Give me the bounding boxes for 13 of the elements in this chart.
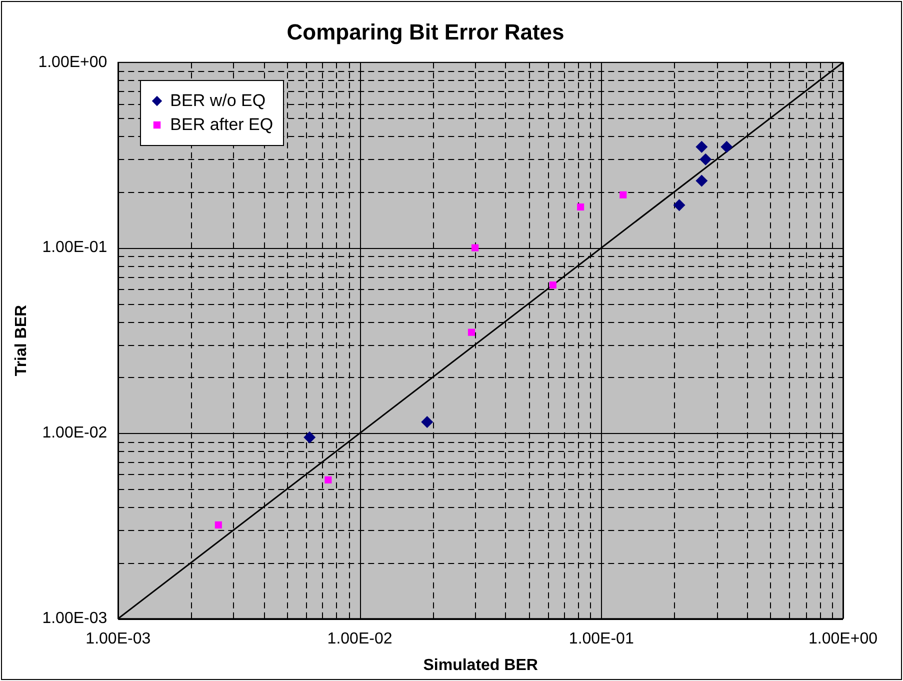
y-tick-label: 1.00E-03 <box>42 610 108 628</box>
x-tick-label: 1.00E-02 <box>327 630 392 648</box>
y-axis-title: Trial BER <box>13 304 30 376</box>
legend-label: BER w/o EQ <box>170 91 266 112</box>
x-tick-label: 1.00E+00 <box>808 630 878 648</box>
y-tick-label: 1.00E-01 <box>42 239 108 256</box>
y-tick-label: 1.00E+00 <box>38 54 108 71</box>
chart-title: Comparing Bit Error Rates <box>286 19 564 44</box>
x-tick-label: 1.00E-01 <box>568 630 634 648</box>
x-axis-title: Simulated BER <box>423 656 538 674</box>
x-tick-label: 1.00E-03 <box>86 630 151 648</box>
legend-label: BER after EQ <box>170 115 274 136</box>
y-tick-label: 1.00E-02 <box>42 424 108 442</box>
